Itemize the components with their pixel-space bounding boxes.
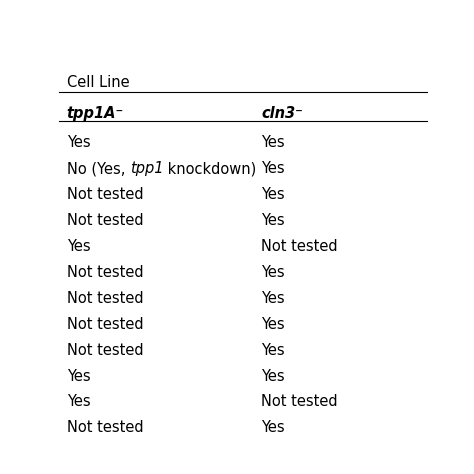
Text: Yes: Yes xyxy=(261,317,285,332)
Text: Not tested: Not tested xyxy=(66,265,143,280)
Text: Yes: Yes xyxy=(261,161,285,176)
Text: Yes: Yes xyxy=(66,369,90,383)
Text: Yes: Yes xyxy=(261,136,285,150)
Text: tpp1: tpp1 xyxy=(129,161,163,176)
Text: Cell Line: Cell Line xyxy=(66,75,129,90)
Text: knockdown): knockdown) xyxy=(163,161,256,176)
Text: Not tested: Not tested xyxy=(66,187,143,202)
Text: Yes: Yes xyxy=(261,369,285,383)
Text: Yes: Yes xyxy=(261,420,285,436)
Text: Not tested: Not tested xyxy=(66,420,143,436)
Text: No (Yes,: No (Yes, xyxy=(66,161,129,176)
Text: Yes: Yes xyxy=(261,187,285,202)
Text: tpp1A⁻: tpp1A⁻ xyxy=(66,106,124,121)
Text: Not tested: Not tested xyxy=(261,239,338,254)
Text: Yes: Yes xyxy=(261,291,285,306)
Text: Not tested: Not tested xyxy=(66,343,143,358)
Text: Not tested: Not tested xyxy=(66,291,143,306)
Text: Yes: Yes xyxy=(261,213,285,228)
Text: Yes: Yes xyxy=(66,136,90,150)
Text: Yes: Yes xyxy=(261,343,285,358)
Text: Not tested: Not tested xyxy=(66,317,143,332)
Text: Yes: Yes xyxy=(66,239,90,254)
Text: cln3⁻: cln3⁻ xyxy=(261,106,303,121)
Text: Not tested: Not tested xyxy=(261,394,338,410)
Text: Yes: Yes xyxy=(66,394,90,410)
Text: Not tested: Not tested xyxy=(66,213,143,228)
Text: Yes: Yes xyxy=(261,265,285,280)
